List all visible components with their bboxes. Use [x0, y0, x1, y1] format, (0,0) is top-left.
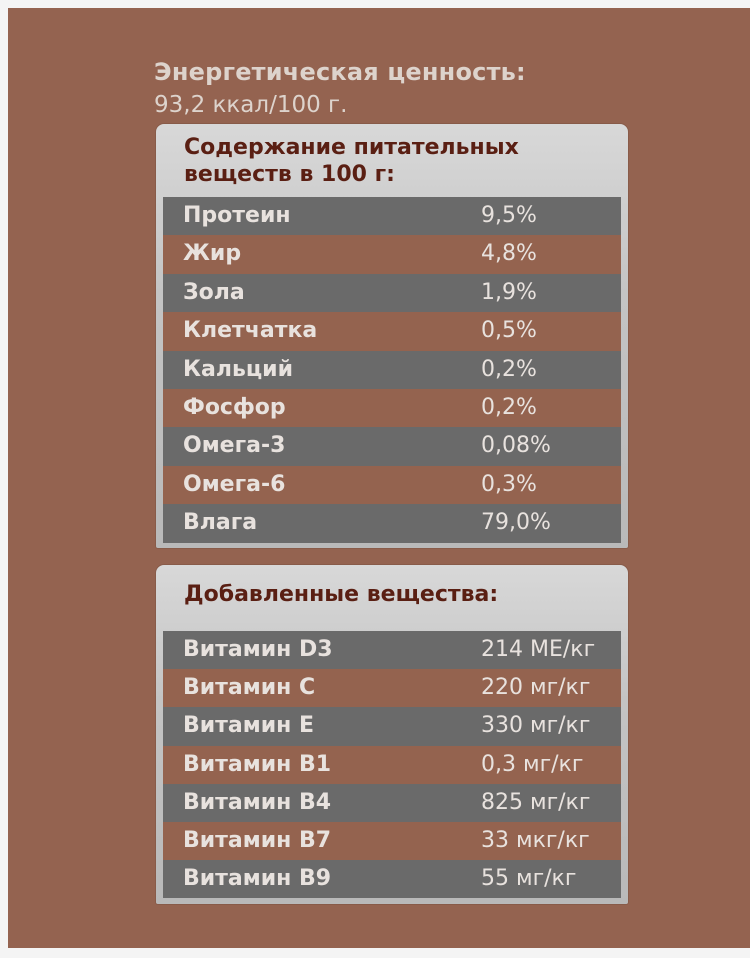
table-row: Витамин Е 330 мг/кг	[163, 707, 621, 746]
additive-value: 0,3 мг/кг	[481, 751, 584, 777]
additive-value: 55 мг/кг	[481, 866, 577, 892]
table-row: Витамин С 220 мг/кг	[163, 669, 621, 708]
table-row: Влага 79,0%	[163, 504, 621, 543]
table-row: Витамин В9 55 мг/кг	[163, 860, 621, 899]
nutrient-value: 0,2%	[481, 394, 537, 420]
table-row: Омега-6 0,3%	[163, 465, 621, 505]
table-row: Витамин В4 825 мг/кг	[163, 783, 621, 822]
nutrients-heading: Содержание питательных веществ в 100 г:	[156, 124, 628, 197]
table-row: Витамин D3 214 МЕ/кг	[163, 631, 621, 670]
nutrients-heading-line-1: Содержание питательных	[184, 135, 519, 160]
additive-value: 220 мг/кг	[481, 675, 591, 701]
nutrient-name: Влага	[183, 510, 258, 536]
additive-name: Витамин В9	[183, 866, 332, 892]
additives-table: Витамин D3 214 МЕ/кг Витамин С 220 мг/кг…	[163, 631, 621, 899]
nutrient-value: 0,5%	[481, 318, 537, 344]
nutrient-value: 9,5%	[481, 203, 537, 228]
nutrient-value: 1,9%	[481, 279, 537, 305]
table-row: Витамин В7 33 мкг/кг	[163, 821, 621, 861]
nutrient-value: 0,3%	[481, 471, 537, 497]
energy-value: 93,2 ккал/100 г.	[154, 92, 348, 118]
product-info-card: Энергетическая ценность: 93,2 ккал/100 г…	[8, 8, 750, 948]
additive-name: Витамин В7	[183, 827, 332, 853]
nutrients-heading-line-2: веществ в 100 г:	[184, 162, 395, 187]
table-row: Кальций 0,2%	[163, 350, 621, 389]
energy-title: Энергетическая ценность:	[154, 58, 526, 86]
nutrient-value: 79,0%	[481, 510, 551, 536]
table-row: Клетчатка 0,5%	[163, 312, 621, 351]
additive-name: Витамин В4	[183, 789, 332, 815]
table-row: Зола 1,9%	[163, 273, 621, 313]
nutrient-name: Омега-6	[183, 471, 286, 497]
nutrients-table: Протеин 9,5% Жир 4,8% Зола 1,9% Клетчатк…	[163, 197, 621, 543]
table-row: Жир 4,8%	[163, 235, 621, 274]
additive-name: Витамин В1	[183, 751, 332, 777]
nutrient-name: Кальций	[183, 356, 293, 382]
additive-value: 330 мг/кг	[481, 713, 591, 739]
table-row: Протеин 9,5%	[163, 197, 621, 236]
nutrient-name: Протеин	[183, 203, 291, 228]
additive-value: 214 МЕ/кг	[481, 637, 596, 662]
table-row: Фосфор 0,2%	[163, 388, 621, 428]
nutrient-name: Жир	[183, 241, 242, 267]
additive-name: Витамин D3	[183, 637, 333, 662]
nutrient-name: Омега-3	[183, 433, 286, 459]
additives-panel: Добавленные вещества: Витамин D3 214 МЕ/…	[156, 565, 628, 904]
additive-value: 33 мкг/кг	[481, 827, 590, 853]
nutrient-name: Зола	[183, 279, 245, 305]
table-row: Витамин В1 0,3 мг/кг	[163, 745, 621, 784]
table-row: Омега-3 0,08%	[163, 427, 621, 466]
additive-name: Витамин Е	[183, 713, 315, 739]
nutrient-value: 0,2%	[481, 356, 537, 382]
nutrients-panel: Содержание питательных веществ в 100 г: …	[156, 124, 628, 548]
additive-value: 825 мг/кг	[481, 789, 591, 815]
nutrient-name: Клетчатка	[183, 318, 318, 344]
nutrient-value: 0,08%	[481, 433, 551, 459]
nutrient-name: Фосфор	[183, 394, 286, 420]
nutrient-value: 4,8%	[481, 241, 537, 267]
additives-heading: Добавленные вещества:	[184, 582, 499, 607]
additive-name: Витамин С	[183, 675, 316, 701]
